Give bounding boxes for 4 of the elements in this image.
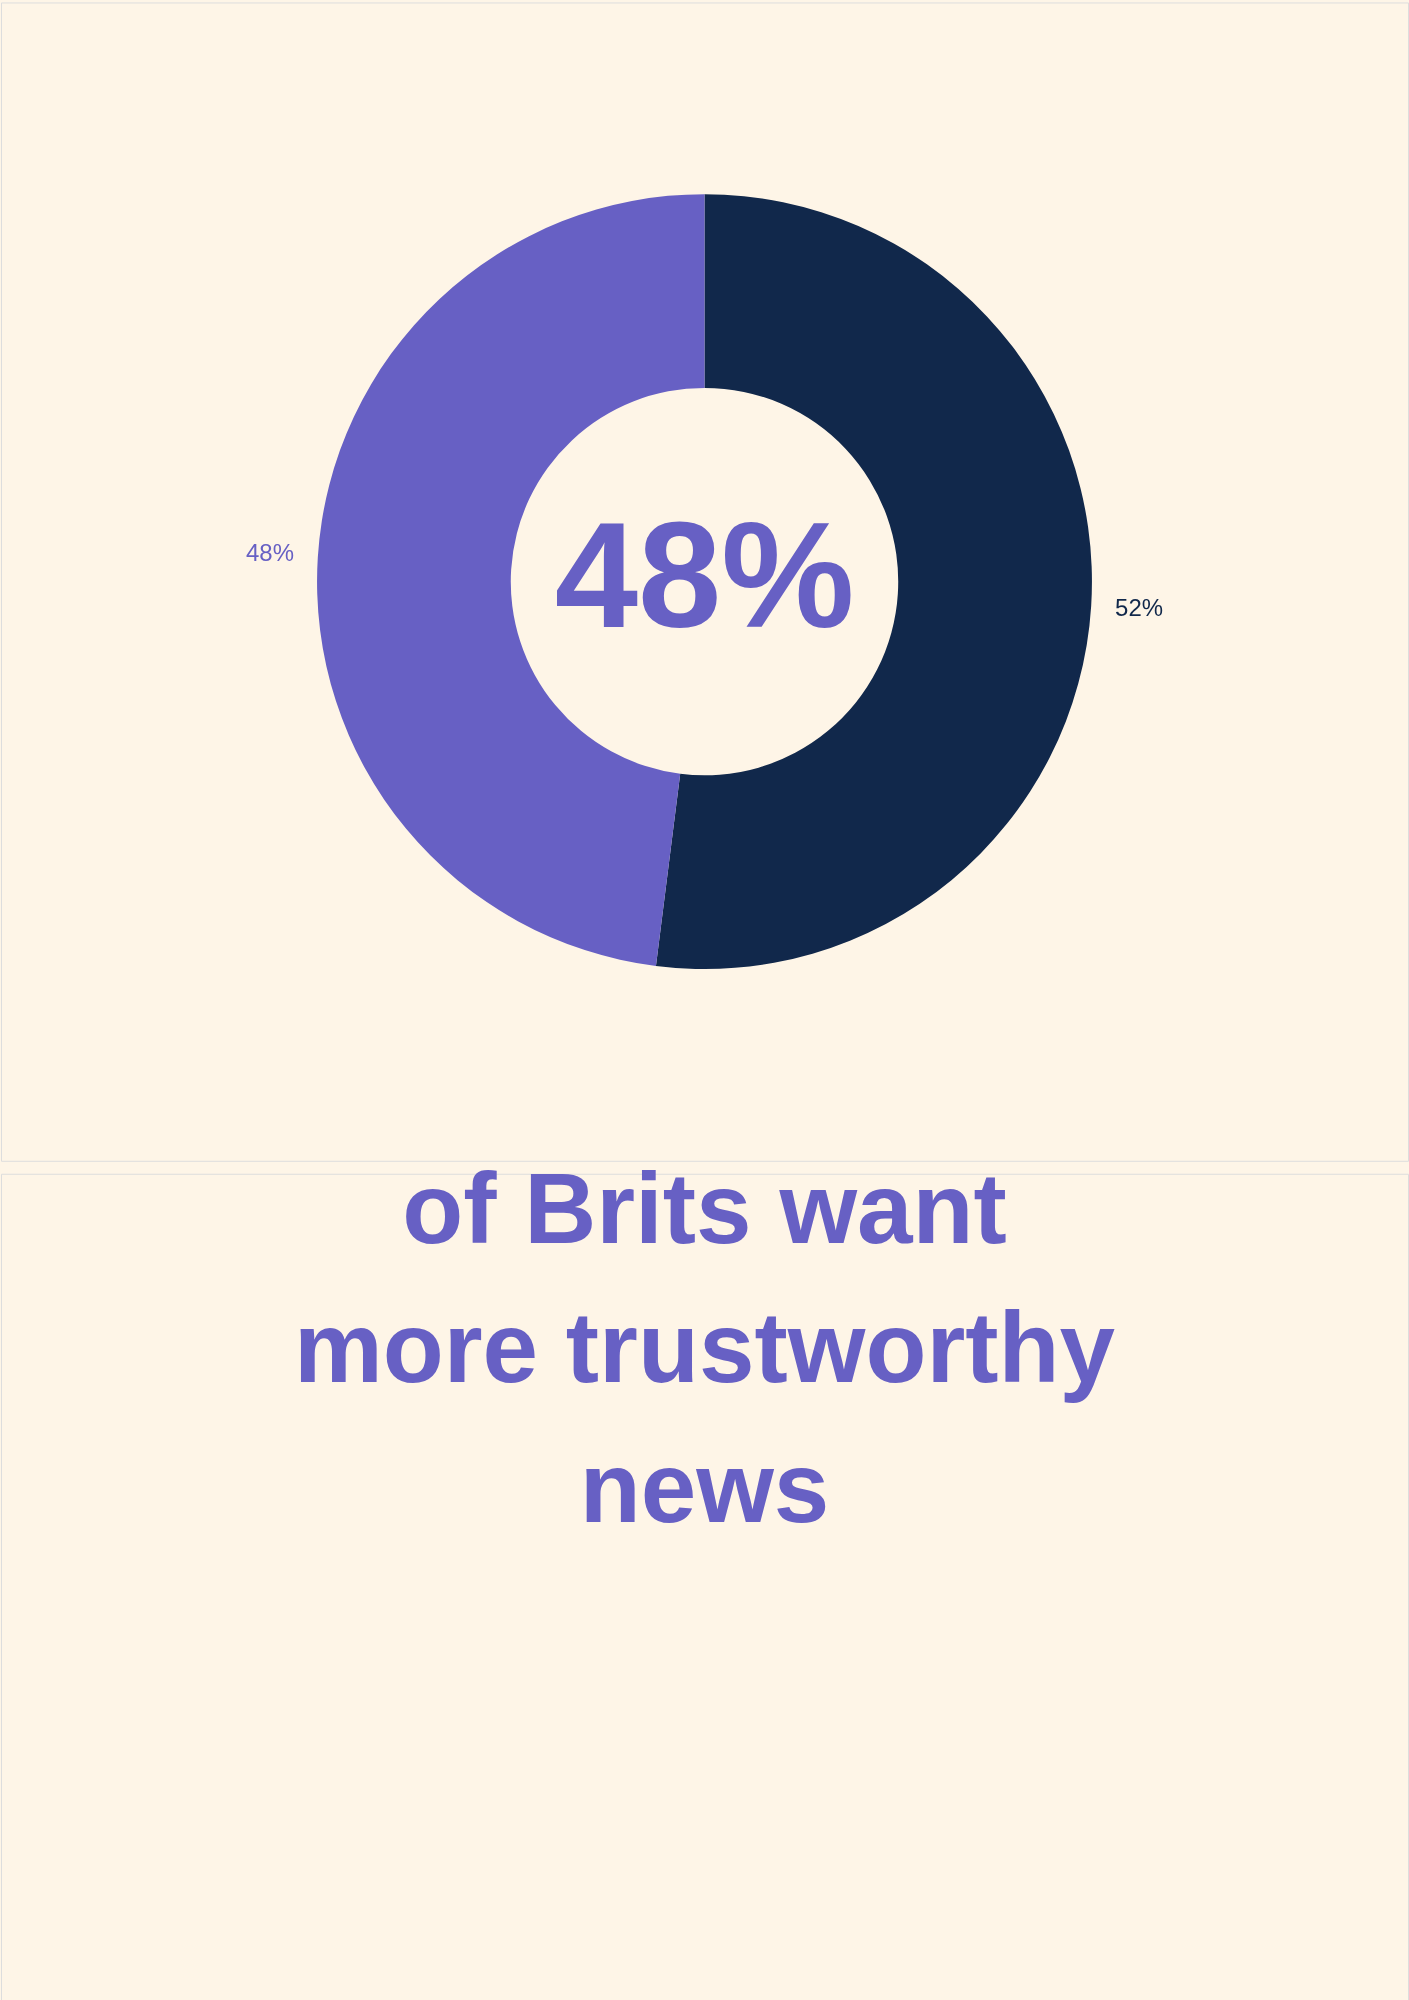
- data-label: 48%: [246, 539, 294, 567]
- data-label: 52%: [1115, 593, 1163, 621]
- text: of Brits want more trustworthy news: [293, 1152, 1116, 1544]
- text: 48%: [554, 490, 855, 659]
